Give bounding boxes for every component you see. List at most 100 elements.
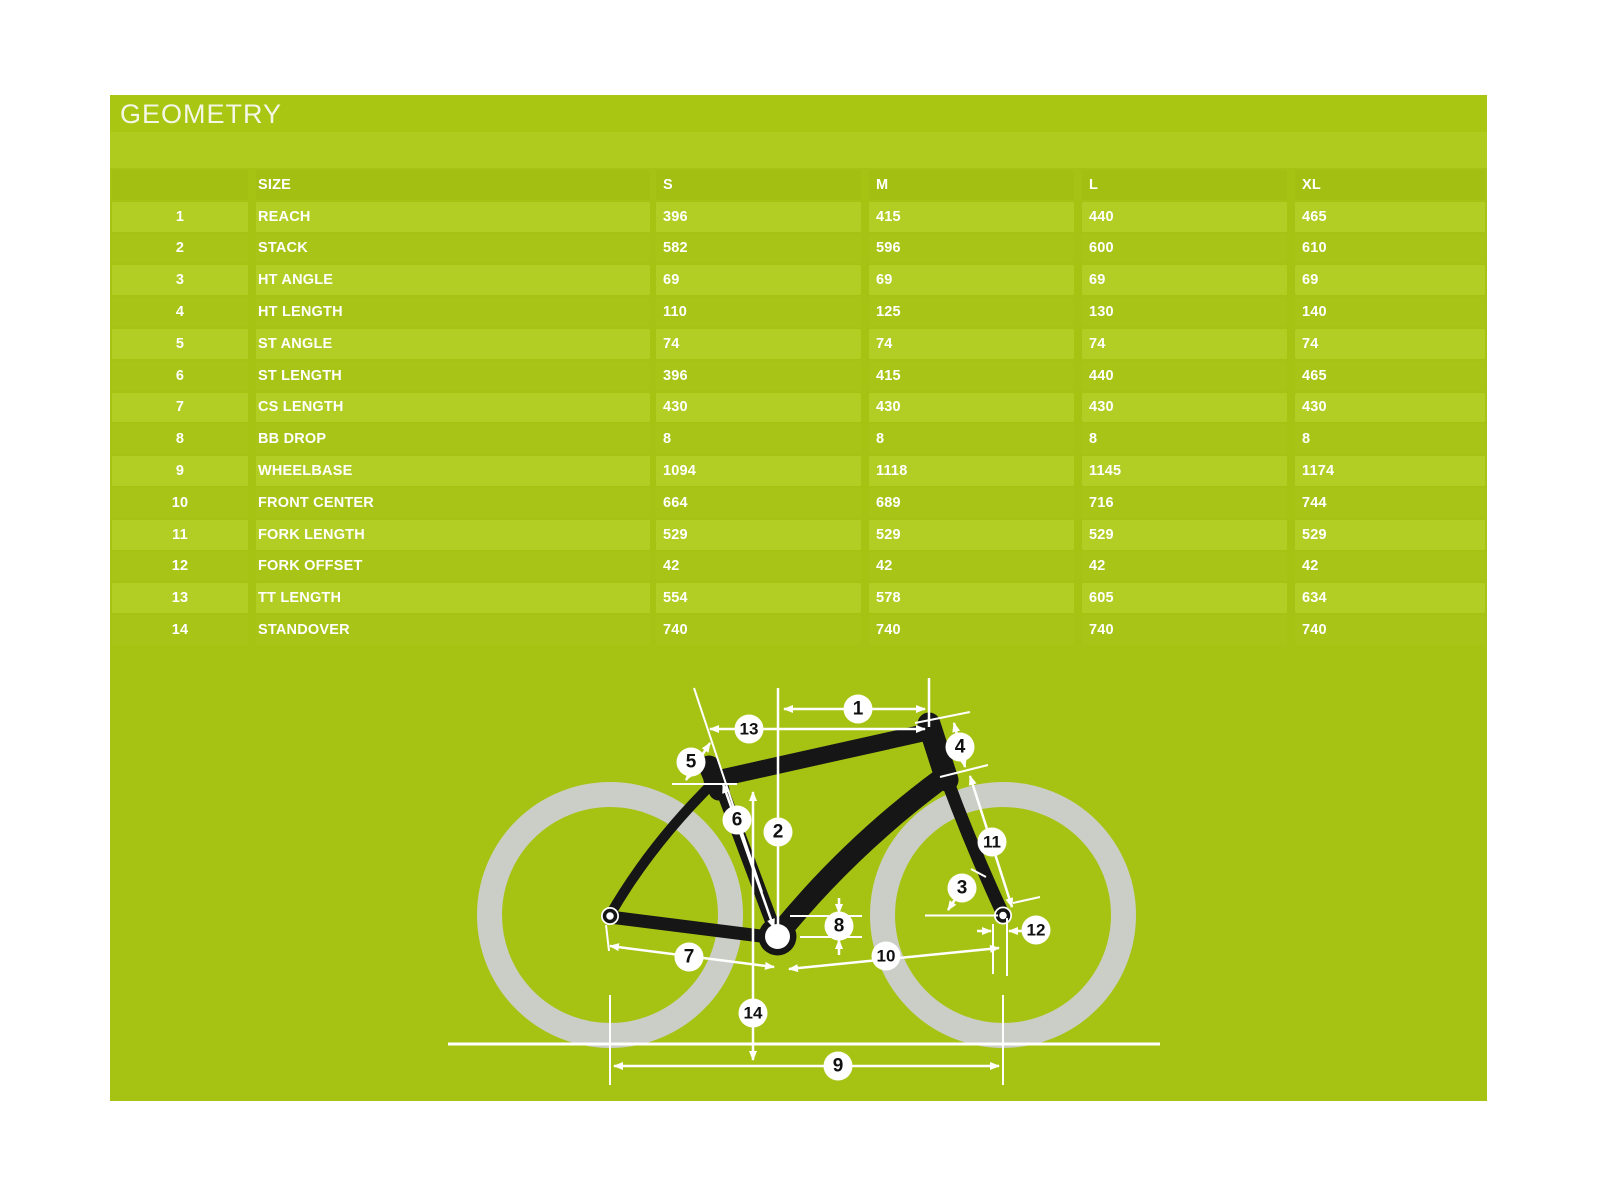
value-cell-l: 1145 (1082, 456, 1287, 486)
value-cell-m: 125 (869, 297, 1074, 327)
row-label-cell: TT LENGTH (256, 583, 650, 614)
value-cell-l: 605 (1082, 583, 1287, 614)
row-label-cell: FORK LENGTH (256, 519, 650, 550)
table-row-fork-length: 11 FORK LENGTH 529 529 529 529 (110, 519, 1487, 550)
value-cell-xl: 740 (1295, 615, 1485, 645)
row-number-cell: 7 (112, 392, 248, 423)
value-cell-s: 529 (656, 519, 861, 550)
value-cell-m: 8 (869, 424, 1074, 455)
value-cell-xl: 465 (1295, 201, 1485, 232)
value-cell-xl: 74 (1295, 328, 1485, 359)
value-cell-s: 740 (656, 615, 861, 645)
table-row-standover: 14 STANDOVER 740 740 740 740 (110, 615, 1487, 645)
row-number-cell: 12 (112, 551, 248, 582)
value-cell-m: 689 (869, 487, 1074, 518)
value-cell-l: 716 (1082, 487, 1287, 518)
table-header-row: SIZE S M L XL (110, 170, 1487, 200)
value-cell-xl: 744 (1295, 487, 1485, 518)
table-row-front-center: 10 FRONT CENTER 664 689 716 744 (110, 487, 1487, 518)
value-cell-xl: 430 (1295, 392, 1485, 423)
value-cell-s: 42 (656, 551, 861, 582)
table-row-st-angle: 5 ST ANGLE 74 74 74 74 (110, 328, 1487, 359)
value-cell-xl: 69 (1295, 265, 1485, 296)
row-number-cell: 10 (112, 487, 248, 518)
value-cell-m: 740 (869, 615, 1074, 645)
geometry-table: SIZE S M L XL 1 REACH 396 415 440 465 2 STACK 58… (110, 170, 1487, 647)
value-cell-s: 110 (656, 297, 861, 327)
table-row-reach: 1 REACH 396 415 440 465 (110, 201, 1487, 232)
table-row-fork-offset: 12 FORK OFFSET 42 42 42 42 (110, 551, 1487, 582)
row-label-cell: REACH (256, 201, 650, 232)
row-number-cell: 3 (112, 265, 248, 296)
value-cell-xl: 465 (1295, 360, 1485, 391)
value-cell-s: 396 (656, 201, 861, 232)
value-cell-l: 440 (1082, 201, 1287, 232)
table-row-tt-length: 13 TT LENGTH 554 578 605 634 (110, 583, 1487, 614)
value-cell-xl: 8 (1295, 424, 1485, 455)
header-col-m: M (869, 170, 1074, 200)
value-cell-m: 415 (869, 201, 1074, 232)
row-label-cell: CS LENGTH (256, 392, 650, 423)
value-cell-xl: 140 (1295, 297, 1485, 327)
row-label-cell: WHEELBASE (256, 456, 650, 486)
row-number-cell: 1 (112, 201, 248, 232)
table-row-stack: 2 STACK 582 596 600 610 (110, 233, 1487, 264)
value-cell-s: 396 (656, 360, 861, 391)
row-number-cell: 13 (112, 583, 248, 614)
table-row-ht-angle: 3 HT ANGLE 69 69 69 69 (110, 265, 1487, 296)
value-cell-l: 42 (1082, 551, 1287, 582)
table-row-st-length: 6 ST LENGTH 396 415 440 465 (110, 360, 1487, 391)
row-label-cell: FORK OFFSET (256, 551, 650, 582)
value-cell-m: 430 (869, 392, 1074, 423)
value-cell-xl: 1174 (1295, 456, 1485, 486)
row-label-cell: BB DROP (256, 424, 650, 455)
value-cell-s: 554 (656, 583, 861, 614)
value-cell-m: 74 (869, 328, 1074, 359)
header-col-l: L (1082, 170, 1287, 200)
value-cell-xl: 610 (1295, 233, 1485, 264)
value-cell-l: 600 (1082, 233, 1287, 264)
row-number-cell: 5 (112, 328, 248, 359)
row-label-cell: ST LENGTH (256, 360, 650, 391)
row-label-cell: STANDOVER (256, 615, 650, 645)
header-num-cell (112, 170, 248, 200)
value-cell-l: 8 (1082, 424, 1287, 455)
table-row-bb-drop: 8 BB DROP 8 8 8 8 (110, 424, 1487, 455)
table-row-cs-length: 7 CS LENGTH 430 430 430 430 (110, 392, 1487, 423)
header-col-xl: XL (1295, 170, 1485, 200)
header-size-cell: SIZE (256, 170, 650, 200)
value-cell-s: 74 (656, 328, 861, 359)
value-cell-s: 430 (656, 392, 861, 423)
value-cell-l: 440 (1082, 360, 1287, 391)
row-number-cell: 2 (112, 233, 248, 264)
value-cell-s: 1094 (656, 456, 861, 486)
value-cell-m: 578 (869, 583, 1074, 614)
header-col-s: S (656, 170, 861, 200)
value-cell-l: 130 (1082, 297, 1287, 327)
table-row-ht-length: 4 HT LENGTH 110 125 130 140 (110, 297, 1487, 327)
row-number-cell: 4 (112, 297, 248, 327)
value-cell-s: 69 (656, 265, 861, 296)
value-cell-xl: 42 (1295, 551, 1485, 582)
row-label-cell: HT ANGLE (256, 265, 650, 296)
row-label-cell: ST ANGLE (256, 328, 650, 359)
value-cell-l: 74 (1082, 328, 1287, 359)
table-row-wheelbase: 9 WHEELBASE 1094 1118 1145 1174 (110, 456, 1487, 486)
value-cell-xl: 529 (1295, 519, 1485, 550)
row-number-cell: 11 (112, 519, 248, 550)
title-band: GEOMETRY (110, 95, 1487, 132)
value-cell-m: 596 (869, 233, 1074, 264)
geometry-panel: GEOMETRY SIZE S M L XL 1 REACH 396 415 440 46… (110, 95, 1487, 1101)
value-cell-m: 415 (869, 360, 1074, 391)
value-cell-l: 740 (1082, 615, 1287, 645)
row-number-cell: 14 (112, 615, 248, 645)
value-cell-xl: 634 (1295, 583, 1485, 614)
row-label-cell: FRONT CENTER (256, 487, 650, 518)
row-number-cell: 8 (112, 424, 248, 455)
value-cell-l: 69 (1082, 265, 1287, 296)
value-cell-s: 582 (656, 233, 861, 264)
page-title: GEOMETRY (120, 99, 283, 129)
value-cell-m: 1118 (869, 456, 1074, 486)
value-cell-s: 664 (656, 487, 861, 518)
